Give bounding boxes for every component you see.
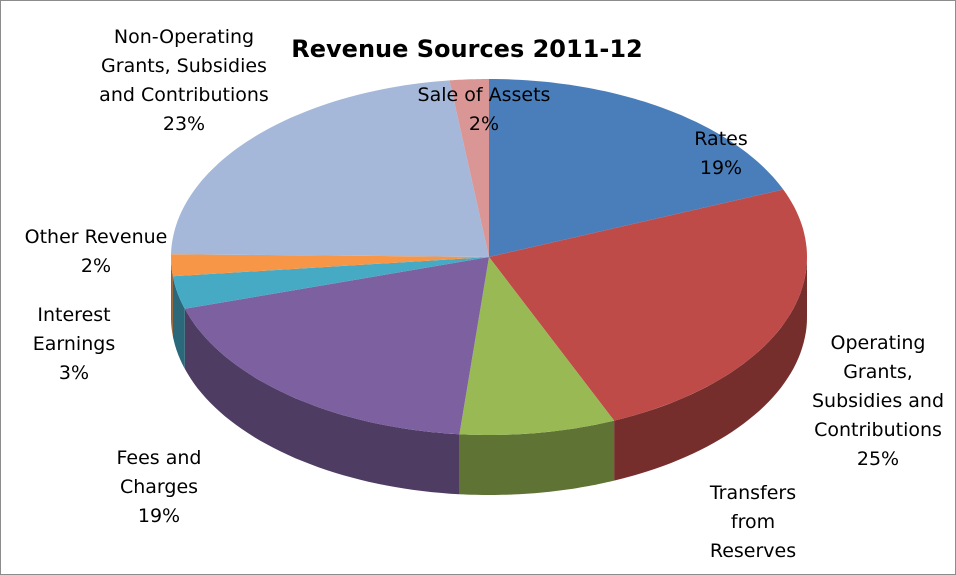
slice	[489, 79, 784, 257]
category-label: Operating Grants, Subsidies and Contribu…	[811, 332, 945, 441]
category-label: Other Revenue	[24, 226, 168, 248]
slice	[459, 257, 615, 435]
slice	[171, 80, 489, 258]
slice-side	[171, 257, 173, 337]
slice-label: Non-Operating Grants, Subsidies and Cont…	[97, 23, 272, 139]
value-label: 2%	[80, 255, 112, 277]
category-label: Non-Operating Grants, Subsidies and Cont…	[99, 26, 269, 106]
slice-label: Interest Earnings 3%	[19, 301, 129, 388]
value-label: 3%	[58, 362, 90, 384]
chart-title: Revenue Sources 2011-12	[291, 35, 643, 63]
slice	[172, 257, 489, 309]
category-label: Transfers from Reserves	[709, 482, 797, 562]
category-label: Fees and Charges	[116, 447, 202, 498]
value-label: 19%	[699, 157, 743, 179]
slice-label: Sale of Assets 2%	[404, 81, 564, 139]
slice-label: Operating Grants, Subsidies and Contribu…	[803, 329, 953, 474]
slice-label: Other Revenue 2%	[6, 223, 186, 281]
value-label: 23%	[162, 113, 206, 135]
slice-label: Rates 19%	[661, 125, 781, 183]
slice-label: Transfers from Reserves	[698, 479, 808, 566]
slice	[449, 79, 489, 257]
category-label: Sale of Assets	[417, 84, 551, 106]
value-label: 2%	[468, 113, 500, 135]
category-label: Interest Earnings	[32, 304, 116, 355]
slice	[489, 189, 807, 421]
slice-label: Fees and Charges 19%	[99, 444, 219, 531]
slice-side	[459, 420, 615, 495]
slice-side	[614, 257, 807, 481]
category-label: Rates	[694, 128, 748, 150]
value-label: 25%	[856, 448, 900, 470]
slice-side	[184, 308, 460, 495]
slice	[171, 254, 489, 277]
value-label: 19%	[137, 505, 181, 527]
slice	[184, 257, 490, 435]
slice-side	[172, 276, 185, 369]
